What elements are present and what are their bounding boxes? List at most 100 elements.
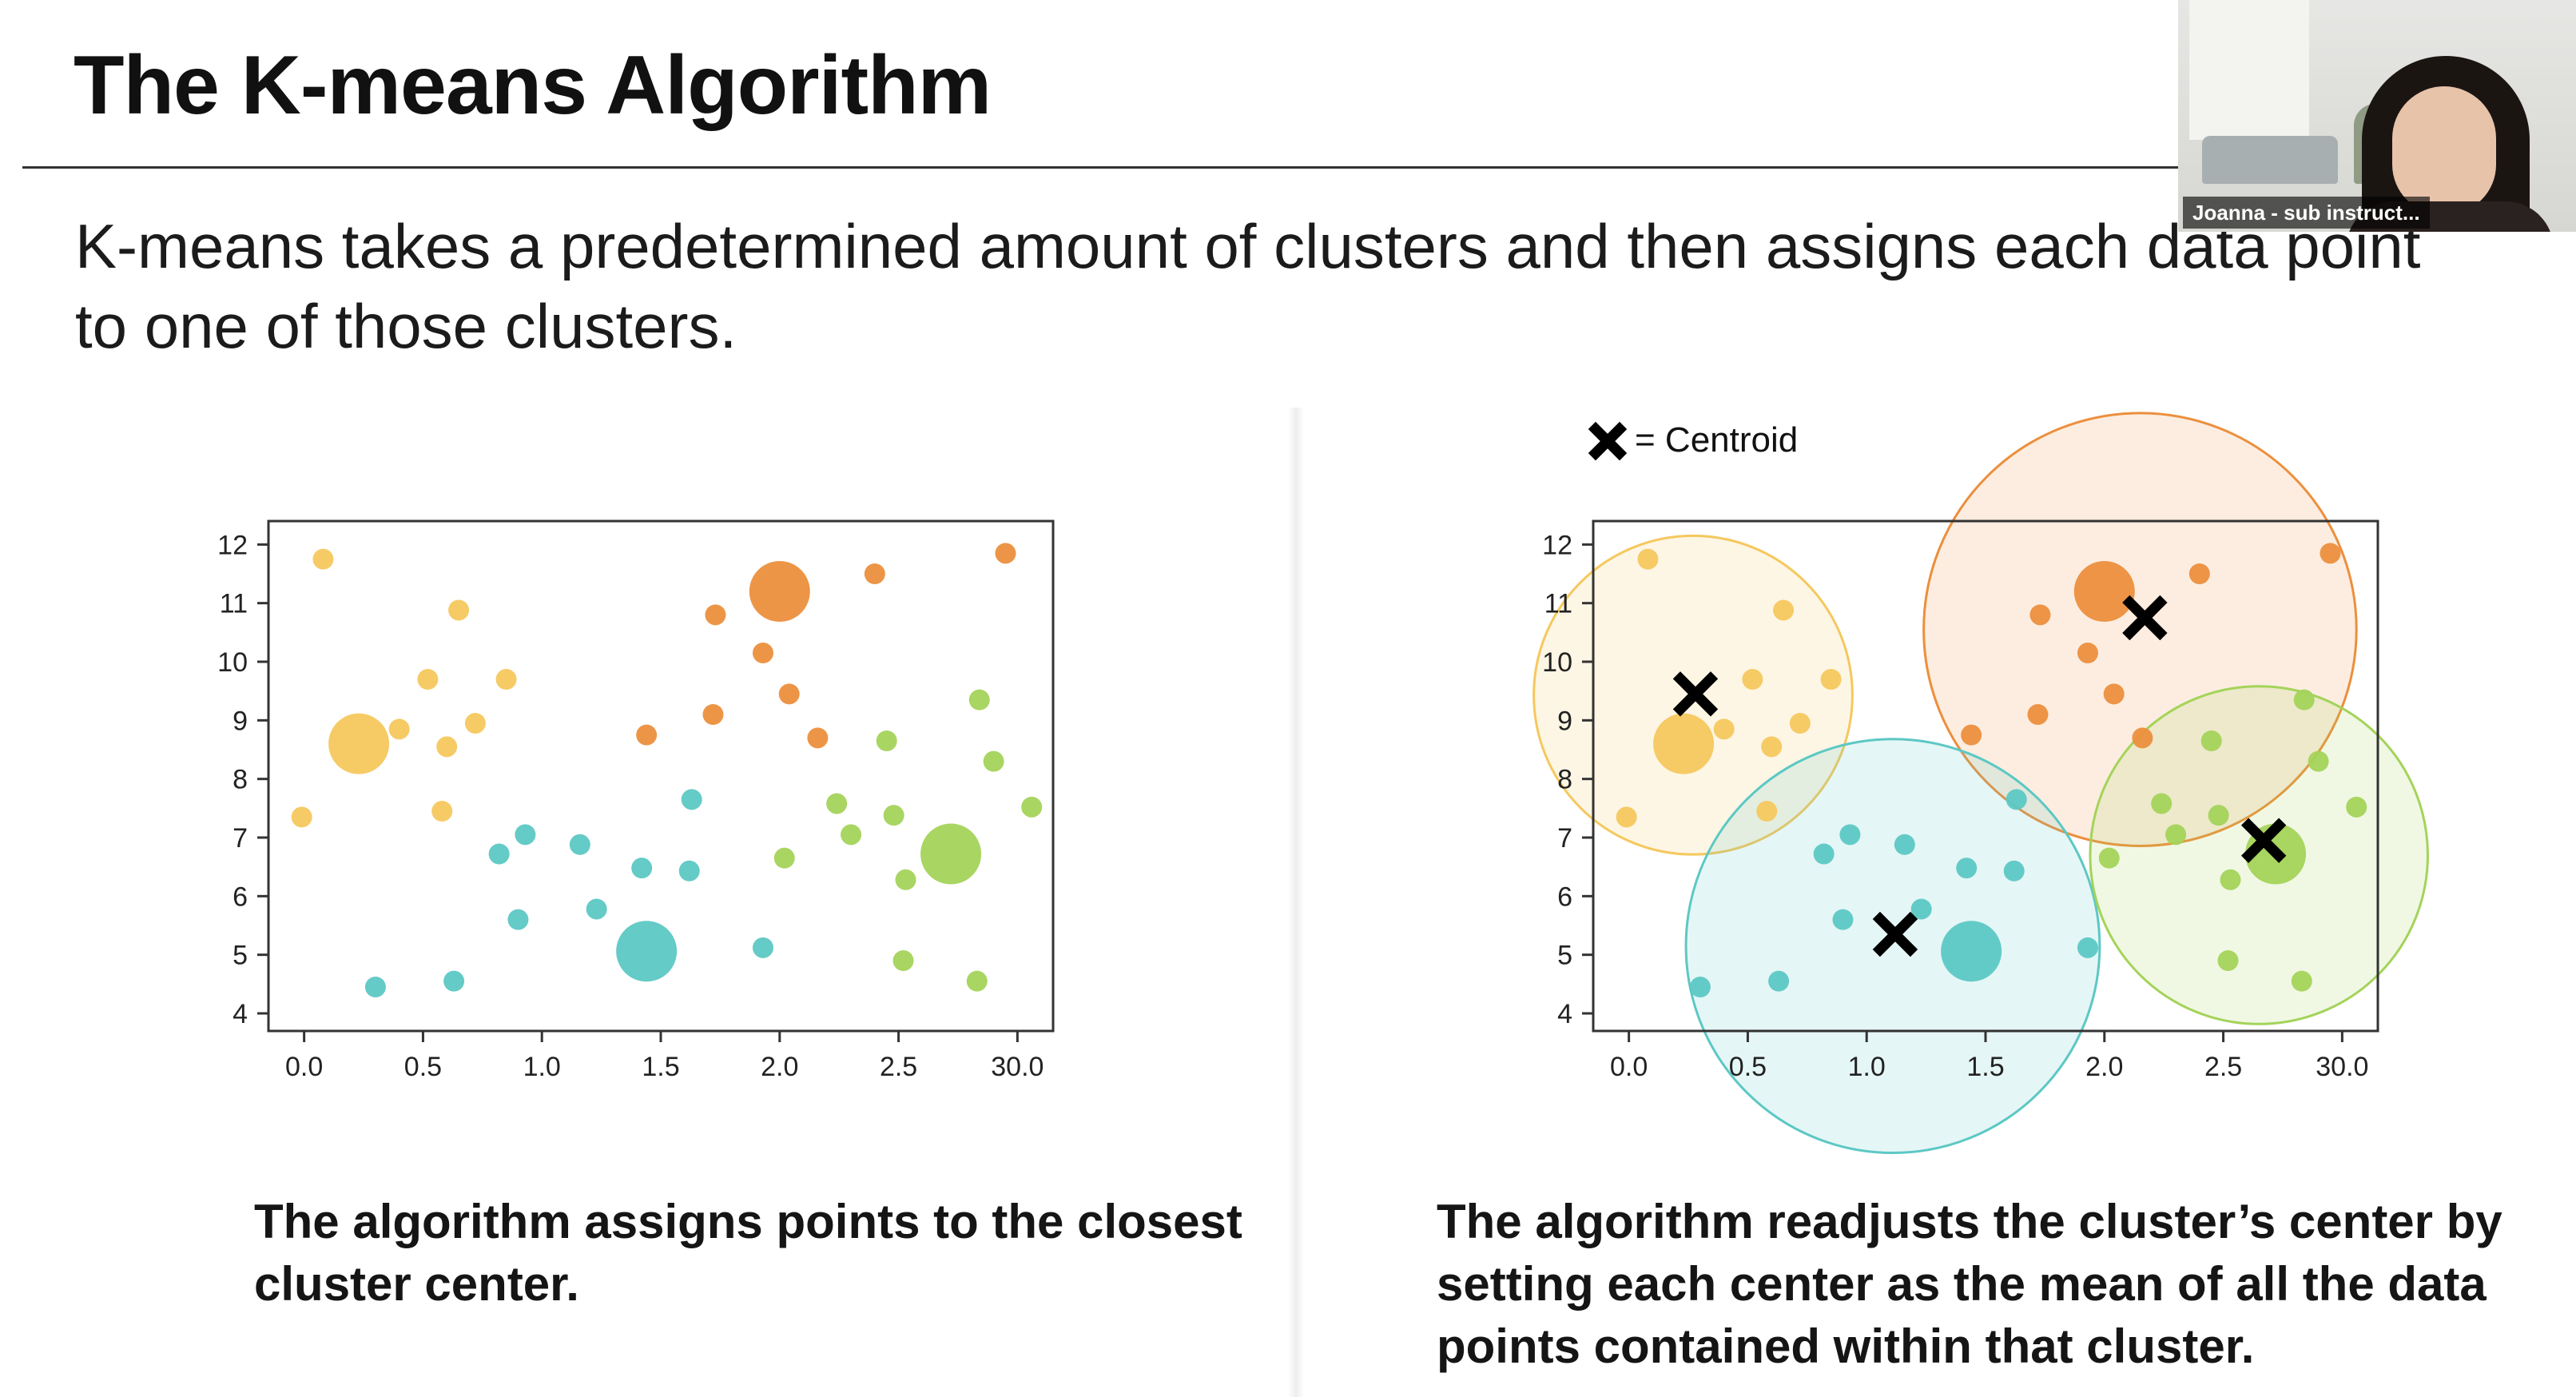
data-point-yellow (1820, 669, 1842, 690)
centroid-stroke (2240, 818, 2287, 863)
y-tick-label: 9 (1557, 706, 1572, 736)
x-tick-label: 30.0 (991, 1052, 1044, 1082)
cluster-center-green (920, 823, 982, 885)
data-point-teal (681, 789, 702, 810)
y-tick-label: 12 (217, 530, 248, 560)
data-point-green (968, 689, 990, 710)
y-tick-label: 6 (1557, 882, 1572, 912)
data-point-teal (752, 937, 773, 958)
title-divider (22, 166, 2180, 169)
data-point-orange (2027, 704, 2049, 725)
data-point-orange (864, 563, 885, 584)
centroid-legend-icon (1588, 421, 1628, 461)
cluster-center-orange (749, 561, 810, 622)
y-tick-label: 8 (233, 765, 248, 795)
participant-name-tag: Joanna - sub instruct... (2183, 197, 2430, 229)
y-tick-label: 5 (233, 941, 248, 971)
data-point-teal (1910, 898, 1932, 920)
data-point-teal (443, 970, 465, 992)
data-point-green (773, 847, 795, 869)
centroid-teal (1872, 911, 1918, 957)
data-point-green (2208, 805, 2229, 826)
data-point-teal (488, 843, 510, 865)
x-tick-label: 30.0 (2316, 1052, 2368, 1082)
cluster-center-yellow (328, 713, 390, 774)
data-point-green (841, 824, 862, 846)
x-tick-label: 0.5 (404, 1052, 442, 1082)
y-tick-label: 8 (1557, 765, 1572, 795)
data-point-green (895, 869, 916, 890)
data-point-yellow (1616, 806, 1637, 828)
caption-assign-step: The algorithm assigns points to the clos… (254, 1195, 1242, 1311)
legend: = Centroid (1588, 420, 1798, 461)
x-tick-label: 0.0 (1610, 1052, 1648, 1082)
data-point-green (2308, 750, 2329, 772)
y-tick-label: 5 (1557, 941, 1572, 971)
data-point-orange (2320, 543, 2341, 564)
data-point-teal (2003, 860, 2025, 882)
data-point-orange (1961, 724, 1982, 746)
y-tick-label: 11 (1544, 589, 1572, 619)
y-tick-label: 6 (233, 882, 248, 912)
y-tick-label: 11 (220, 589, 248, 619)
slide-title: The K-means Algorithm (74, 39, 992, 132)
legend-label: = Centroid (1635, 420, 1798, 460)
data-point-yellow (431, 801, 453, 822)
participant-video-tile[interactable]: Joanna - sub instruct... (2178, 0, 2576, 232)
data-point-green (2151, 793, 2173, 814)
data-point-yellow (388, 718, 410, 740)
y-tick-label: 9 (233, 706, 248, 736)
data-point-green (2291, 970, 2312, 992)
intro-text: K-means takes a predetermined amount of … (75, 211, 2421, 361)
data-point-teal (1768, 970, 1790, 992)
data-point-yellow (436, 736, 458, 758)
data-point-orange (752, 643, 773, 663)
data-point-green (2200, 730, 2222, 751)
data-point-orange (2029, 604, 2051, 626)
data-point-green (2217, 950, 2239, 971)
data-point-green (983, 750, 1004, 772)
data-point-teal (2006, 789, 2027, 810)
centroid-orange (2122, 595, 2168, 641)
data-point-yellow (291, 806, 312, 828)
x-tick-label: 0.5 (1729, 1052, 1767, 1082)
data-point-orange (2077, 643, 2098, 663)
x-tick-label: 1.0 (1848, 1052, 1886, 1082)
centroid-stroke (1872, 911, 1918, 957)
data-point-green (2293, 689, 2315, 710)
cluster-center-teal (616, 921, 678, 982)
x-tick-label: 2.5 (2204, 1052, 2242, 1082)
data-point-orange (2103, 683, 2125, 705)
y-tick-label: 7 (1557, 823, 1572, 854)
y-tick-label: 10 (1542, 647, 1572, 678)
cluster-center-yellow (1653, 713, 1715, 774)
data-point-orange (995, 543, 1016, 564)
data-point-orange (778, 683, 800, 705)
data-point-orange (636, 724, 658, 746)
data-point-teal (1813, 843, 1835, 865)
data-point-yellow (1713, 718, 1735, 740)
y-tick-label: 4 (233, 999, 248, 1029)
data-point-orange (2188, 563, 2210, 584)
y-tick-label: 10 (217, 647, 248, 678)
chart-2: 4 5 6 7 8 9 10 11 12 0.0 0.5 1.0 1.5 2.0 2.5 30.0 = Cent… (1532, 412, 2429, 1155)
data-point-orange (2132, 727, 2153, 749)
data-point-teal (631, 858, 653, 879)
data-point-teal (1956, 858, 1978, 879)
data-point-teal (569, 834, 590, 855)
data-point-teal (678, 860, 700, 882)
data-point-yellow (1789, 713, 1811, 734)
centroid-yellow (1672, 671, 1719, 717)
x-tick-label: 1.5 (642, 1052, 679, 1082)
data-point-orange (702, 704, 724, 725)
y-tick-label: 12 (1542, 530, 1572, 560)
centroid-stroke (2122, 595, 2168, 641)
cluster-region-teal (1684, 738, 2101, 1155)
x-tick-label: 1.0 (523, 1052, 561, 1082)
x-tick-label: 2.0 (761, 1052, 798, 1082)
data-point-yellow (417, 669, 439, 690)
centroid-stroke (1672, 671, 1719, 717)
centroid-green (2240, 818, 2287, 863)
data-point-orange (705, 604, 726, 626)
